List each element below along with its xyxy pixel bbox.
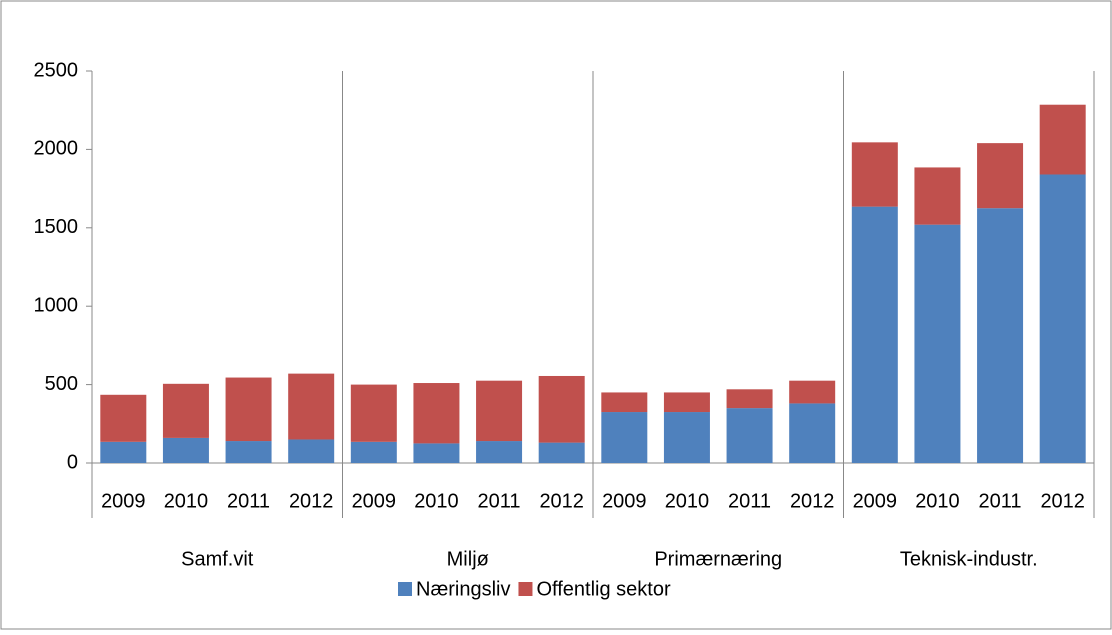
bar-segment [1039,174,1086,463]
bar-segment [601,412,648,463]
bar-segment [288,373,335,440]
x-tick-label: 2012 [790,490,835,512]
y-tick-label: 0 [67,451,78,473]
bar-segment [350,441,397,463]
x-tick-label: 2010 [915,490,960,512]
bar-segment [726,408,773,463]
x-tick-label: 2009 [352,490,397,512]
bar-segment [413,443,460,463]
group-label: Teknisk-industr. [900,548,1038,570]
x-tick-label: 2009 [101,490,146,512]
x-tick-label: 2010 [414,490,459,512]
bar-segment [851,142,898,207]
bar-segment [1039,104,1086,175]
bar-segment [162,383,209,438]
legend-label: Offentlig sektor [536,578,670,600]
bar-segment [350,384,397,442]
bar-segment [789,403,836,463]
bar-segment [789,380,836,404]
bar-segment [162,437,209,463]
legend-swatch [518,582,533,596]
legend-swatch [398,582,412,596]
bar-segment [601,392,648,413]
x-tick-label: 2010 [665,490,710,512]
x-tick-label: 2012 [1040,490,1085,512]
x-tick-label: 2010 [164,490,209,512]
x-tick-label: 2012 [539,490,584,512]
x-tick-label: 2009 [853,490,898,512]
bar-segment [914,167,961,225]
bar-segment [538,442,585,463]
legend-label: Næringsliv [416,578,510,600]
y-tick-label: 2500 [34,59,79,81]
bar-segment [851,206,898,463]
x-tick-label: 2011 [227,490,270,512]
bar-segment [100,394,147,442]
group-label: Primærnæring [654,548,782,570]
x-tick-label: 2009 [602,490,647,512]
bar-segment [977,208,1024,463]
bar-segment [476,380,523,442]
bar-segment [663,392,710,413]
bar-segment [977,143,1024,209]
bar-segment [663,412,710,463]
bar-segment [538,375,585,443]
group-label: Miljø [447,548,489,570]
y-tick-label: 500 [45,373,78,395]
bar-segment [914,224,961,463]
bar-segment [225,377,272,442]
bar-segment [413,383,460,444]
x-tick-label: 2011 [979,490,1022,512]
x-tick-label: 2012 [289,490,334,512]
bar-segment [726,389,773,409]
y-tick-label: 1500 [34,216,79,238]
y-tick-label: 1000 [34,294,79,316]
x-tick-label: 2011 [728,490,771,512]
bar-segment [476,441,523,463]
bar-segment [288,439,335,463]
bar-segment [100,441,147,463]
x-tick-label: 2011 [478,490,521,512]
bar-segment [225,441,272,463]
y-tick-label: 2000 [34,138,79,160]
group-label: Samf.vit [181,548,254,570]
